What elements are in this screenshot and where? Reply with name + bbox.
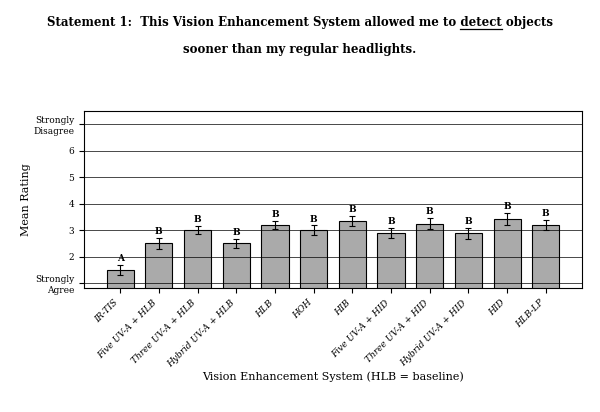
Bar: [145, 243, 172, 309]
Text: B: B: [310, 215, 317, 224]
Text: sooner than my regular headlights.: sooner than my regular headlights.: [184, 43, 416, 56]
Bar: [339, 221, 366, 309]
Bar: [223, 243, 250, 309]
Bar: [184, 230, 211, 309]
Text: B: B: [426, 208, 434, 216]
Text: B: B: [542, 209, 550, 218]
Bar: [416, 224, 443, 309]
Text: B: B: [349, 205, 356, 214]
Text: B: B: [194, 215, 202, 225]
Bar: [455, 234, 482, 309]
Y-axis label: Mean Rating: Mean Rating: [20, 164, 31, 236]
Text: B: B: [155, 227, 163, 236]
Text: B: B: [271, 211, 279, 219]
Bar: [494, 219, 521, 309]
Bar: [262, 225, 289, 309]
Bar: [300, 230, 327, 309]
Bar: [377, 233, 404, 309]
X-axis label: Vision Enhancement System (HLB = baseline): Vision Enhancement System (HLB = baselin…: [202, 372, 464, 382]
Bar: [532, 225, 559, 309]
Text: B: B: [387, 217, 395, 226]
Text: Statement 1:  This Vision Enhancement System allowed me to detect objects: Statement 1: This Vision Enhancement Sys…: [47, 16, 553, 30]
Bar: [107, 270, 134, 309]
Text: B: B: [232, 228, 240, 237]
Text: B: B: [503, 202, 511, 211]
Text: A: A: [116, 254, 124, 263]
Text: B: B: [464, 217, 472, 226]
